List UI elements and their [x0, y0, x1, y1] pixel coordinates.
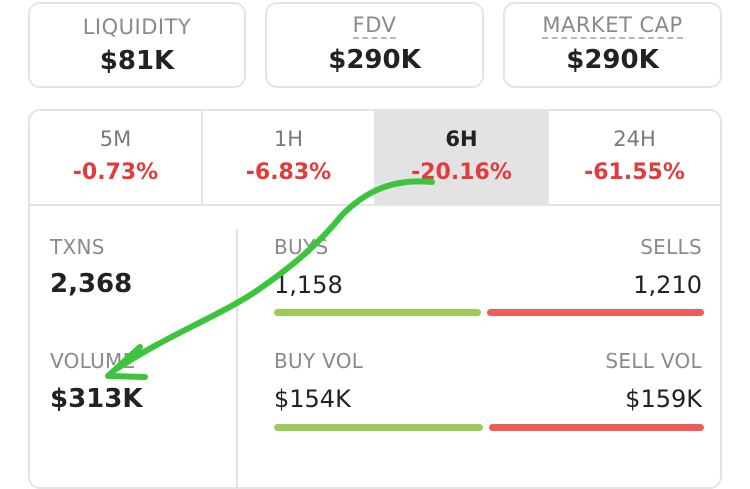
volume-value: $313K	[50, 384, 143, 414]
market-cap-label[interactable]: MARKET CAP	[542, 13, 683, 39]
tab-1h-label: 1H	[273, 127, 304, 151]
fdv-label[interactable]: FDV	[352, 13, 397, 39]
timeframe-tabs: 5M -0.73% 1H -6.83% 6H -20.16% 24H -61.5…	[30, 111, 720, 206]
fdv-card: FDV $290K	[265, 2, 484, 88]
tab-6h-label: 6H	[445, 127, 478, 151]
sells-ratio-bar	[487, 309, 704, 316]
txns-value: 2,368	[50, 269, 133, 299]
tab-24h-label: 24H	[613, 127, 656, 151]
column-divider	[236, 229, 238, 487]
tab-1h[interactable]: 1H -6.83%	[203, 111, 376, 204]
buy-vol-ratio-bar	[274, 424, 483, 431]
transactions-panel: 5M -0.73% 1H -6.83% 6H -20.16% 24H -61.5…	[28, 109, 722, 489]
buy-vol-value: $154K	[274, 385, 351, 413]
liquidity-value: $81K	[99, 46, 175, 76]
sell-vol-label: SELL VOL	[605, 349, 702, 373]
tab-5m[interactable]: 5M -0.73%	[30, 111, 203, 204]
buys-value: 1,158	[274, 271, 343, 299]
volume-label: VOLUME	[50, 349, 136, 373]
sells-label: SELLS	[640, 235, 702, 259]
tab-24h-change: -61.55%	[584, 160, 685, 185]
fdv-value: $290K	[328, 45, 421, 75]
liquidity-card: LIQUIDITY $81K	[28, 2, 246, 88]
tab-6h-change: -20.16%	[411, 160, 512, 185]
buys-ratio-bar	[274, 309, 481, 316]
txns-label: TXNS	[50, 235, 105, 259]
tab-6h[interactable]: 6H -20.16%	[376, 111, 549, 204]
sells-value: 1,210	[633, 271, 702, 299]
market-cap-value: $290K	[566, 45, 659, 75]
tab-24h[interactable]: 24H -61.55%	[549, 111, 720, 204]
buys-label: BUYS	[274, 235, 329, 259]
sell-vol-value: $159K	[625, 385, 702, 413]
tab-1h-change: -6.83%	[245, 160, 332, 185]
market-cap-card: MARKET CAP $290K	[503, 2, 722, 88]
sell-vol-ratio-bar	[489, 424, 704, 431]
liquidity-label: LIQUIDITY	[82, 15, 192, 39]
tab-5m-change: -0.73%	[72, 160, 159, 185]
tab-5m-label: 5M	[99, 127, 132, 151]
buy-vol-label: BUY VOL	[274, 349, 364, 373]
